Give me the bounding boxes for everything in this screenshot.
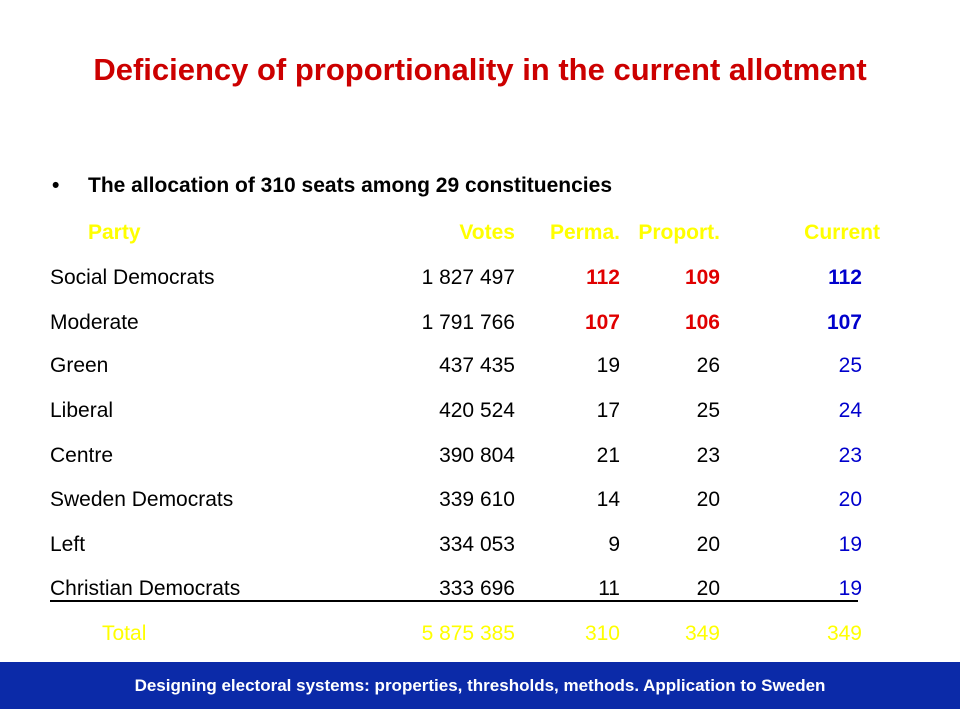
current-value: 107 bbox=[826, 311, 862, 334]
table-row: Social Democrats 1 827 497 112 109 112 bbox=[50, 263, 890, 293]
slide-title: Deficiency of proportionality in the cur… bbox=[93, 52, 867, 87]
votes-value: 437 435 bbox=[439, 354, 515, 377]
current-value: 20 bbox=[838, 488, 862, 511]
table-row: Christian Democrats 333 696 11 20 19 bbox=[50, 574, 890, 604]
table-total-row: Total 5 875 385 310 349 349 bbox=[50, 619, 890, 649]
total-current: 349 bbox=[826, 622, 862, 645]
table-row: Moderate 1 791 766 107 106 107 bbox=[50, 308, 890, 338]
proport-value: 23 bbox=[696, 444, 720, 467]
proport-value: 20 bbox=[696, 577, 720, 600]
perma-value: 11 bbox=[598, 577, 620, 600]
proport-value: 26 bbox=[696, 354, 720, 377]
table-row: Sweden Democrats 339 610 14 20 20 bbox=[50, 485, 890, 515]
party-name: Social Democrats bbox=[50, 266, 215, 289]
current-value: 24 bbox=[838, 399, 862, 422]
perma-value: 19 bbox=[596, 354, 620, 377]
bullet-icon: • bbox=[52, 174, 60, 197]
votes-value: 1 791 766 bbox=[421, 311, 515, 334]
current-value: 25 bbox=[838, 354, 862, 377]
proport-value: 106 bbox=[684, 311, 720, 334]
current-value: 23 bbox=[838, 444, 862, 467]
header-current: Current bbox=[804, 221, 880, 244]
votes-value: 390 804 bbox=[439, 444, 515, 467]
votes-value: 339 610 bbox=[439, 488, 515, 511]
header-party: Party bbox=[88, 221, 141, 244]
table-row: Green 437 435 19 26 25 bbox=[50, 351, 890, 381]
party-name: Christian Democrats bbox=[50, 577, 241, 600]
party-name: Liberal bbox=[50, 399, 114, 422]
proport-value: 109 bbox=[684, 266, 720, 289]
total-votes: 5 875 385 bbox=[421, 622, 515, 645]
total-label: Total bbox=[102, 622, 147, 645]
party-name: Sweden Democrats bbox=[50, 488, 234, 511]
party-name: Left bbox=[50, 533, 86, 556]
table-header: Party Votes Perma. Proport. Current bbox=[50, 218, 890, 248]
perma-value: 9 bbox=[608, 533, 620, 556]
proport-value: 25 bbox=[696, 399, 720, 422]
votes-value: 333 696 bbox=[439, 577, 515, 600]
perma-value: 112 bbox=[586, 266, 620, 289]
table-row: Liberal 420 524 17 25 24 bbox=[50, 396, 890, 426]
party-name: Moderate bbox=[50, 311, 139, 334]
current-value: 19 bbox=[838, 533, 862, 556]
bullet-text: The allocation of 310 seats among 29 con… bbox=[88, 174, 612, 197]
current-value: 112 bbox=[828, 266, 862, 289]
footer-text: Designing electoral systems: properties,… bbox=[134, 675, 826, 695]
proport-value: 20 bbox=[696, 533, 720, 556]
votes-value: 420 524 bbox=[439, 399, 515, 422]
total-separator-line bbox=[50, 600, 858, 602]
perma-value: 107 bbox=[584, 311, 620, 334]
votes-value: 1 827 497 bbox=[421, 266, 515, 289]
current-value: 19 bbox=[838, 577, 862, 600]
proport-value: 20 bbox=[696, 488, 720, 511]
bullet-point: • The allocation of 310 seats among 29 c… bbox=[52, 174, 612, 198]
perma-value: 21 bbox=[596, 444, 620, 467]
perma-value: 17 bbox=[596, 399, 620, 422]
party-name: Centre bbox=[50, 444, 114, 467]
header-proport: Proport. bbox=[638, 221, 720, 244]
party-name: Green bbox=[50, 354, 109, 377]
table-row: Centre 390 804 21 23 23 bbox=[50, 441, 890, 471]
total-proport: 349 bbox=[684, 622, 720, 645]
footer-band: Designing electoral systems: properties,… bbox=[0, 662, 960, 709]
perma-value: 14 bbox=[596, 488, 620, 511]
total-perma: 310 bbox=[584, 622, 620, 645]
votes-value: 334 053 bbox=[439, 533, 515, 556]
table-row: Left 334 053 9 20 19 bbox=[50, 530, 890, 560]
header-perma: Perma. bbox=[549, 221, 620, 244]
header-votes: Votes bbox=[459, 221, 515, 244]
